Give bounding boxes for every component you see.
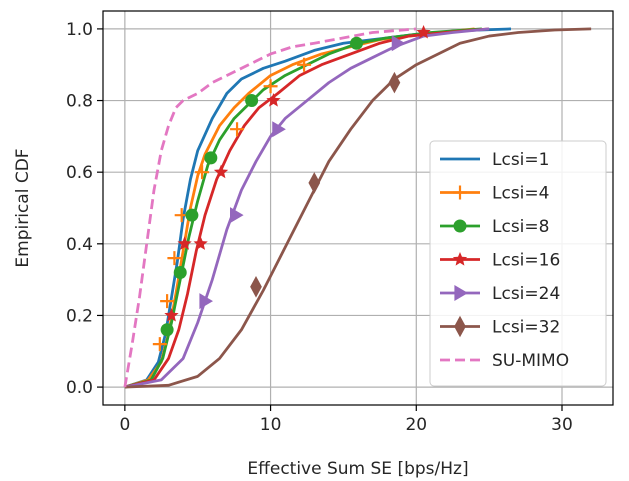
legend-label-1: Lcsi=4	[492, 184, 549, 204]
legend-label-3: Lcsi=16	[492, 251, 560, 271]
x-axis-label: Effective Sum SE [bps/Hz]	[247, 459, 468, 479]
x-tick-label: 0	[119, 415, 130, 435]
x-tick-label: 30	[551, 415, 573, 435]
series-marker-2	[161, 323, 174, 336]
legend-label-5: Lcsi=32	[492, 318, 560, 338]
legend-label-2: Lcsi=8	[492, 217, 549, 237]
y-tick-label: 0.4	[66, 235, 93, 255]
series-marker-4	[272, 121, 286, 137]
y-tick-label: 0.6	[66, 163, 93, 183]
legend-marker-2	[454, 220, 467, 233]
legend: Lcsi=1 Lcsi=4 Lcsi=8 Lcsi=16 Lcsi=24 Lcsi=32 S…	[430, 141, 606, 386]
y-axis-label: Empirical CDF	[13, 148, 33, 267]
series-marker-3	[214, 165, 228, 179]
series-marker-4	[230, 207, 244, 223]
y-tick-label: 1.0	[66, 20, 93, 40]
y-tick-label: 0.2	[66, 306, 93, 326]
legend-label-4: Lcsi=24	[492, 284, 560, 304]
series-marker-2	[174, 266, 187, 279]
series-marker-5	[308, 172, 320, 194]
x-tick-label: 20	[405, 415, 427, 435]
series-marker-2	[204, 151, 217, 164]
y-tick-label: 0.8	[66, 92, 93, 112]
x-tick-label: 10	[260, 415, 282, 435]
legend-label-6: SU-MIMO	[492, 351, 569, 371]
series-marker-1	[230, 122, 244, 136]
legend-label-0: Lcsi=1	[492, 150, 549, 170]
series-marker-2	[350, 37, 363, 50]
series-marker-2	[185, 209, 198, 222]
series-marker-2	[245, 94, 258, 107]
series-marker-3	[266, 93, 280, 107]
y-tick-label: 0.0	[66, 378, 93, 398]
